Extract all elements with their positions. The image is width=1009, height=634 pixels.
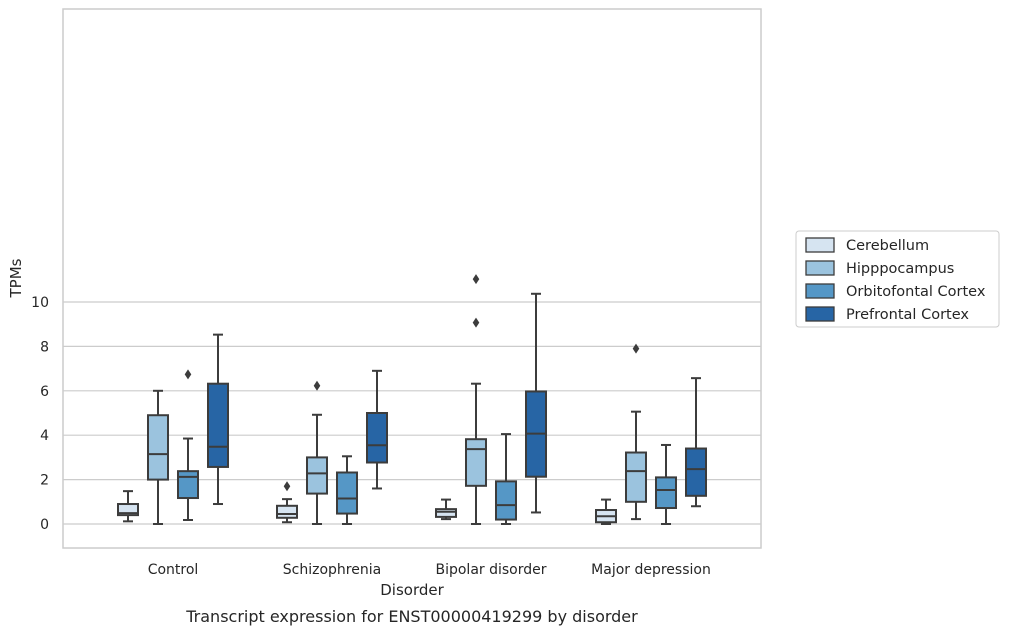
- y-tick-label: 2: [40, 473, 49, 489]
- box-orbitofontal-cortex: [177, 369, 199, 522]
- legend: Cerebellum Hipppocampus Orbitofontal Corte…: [795, 230, 1000, 328]
- box-hipppocampus: [306, 380, 328, 525]
- box-prefrontal-cortex: [525, 292, 547, 514]
- box-cerebellum: [595, 498, 617, 525]
- y-axis-label: TPMs: [7, 258, 25, 298]
- outlier-point: [472, 274, 480, 285]
- y-tick-label: 8: [40, 339, 49, 355]
- legend-entry-label: Cerebellum: [846, 238, 929, 254]
- box-prefrontal-cortex: [685, 377, 707, 508]
- box-body: [366, 412, 388, 464]
- y-tick-label: 4: [40, 428, 49, 444]
- box-body: [147, 414, 169, 481]
- box-body: [306, 456, 328, 495]
- y-tick-label: 0: [40, 517, 49, 533]
- box-hipppocampus: [465, 274, 487, 525]
- x-tick-label: Schizophrenia: [283, 562, 381, 578]
- box-body: [117, 503, 139, 517]
- outlier-point: [632, 343, 640, 354]
- box-hipppocampus: [147, 389, 169, 525]
- box-orbitofontal-cortex: [336, 455, 358, 525]
- legend-swatch: [805, 283, 835, 299]
- box-body: [465, 438, 487, 487]
- legend-swatch: [805, 260, 835, 276]
- box-body: [495, 480, 517, 521]
- box-prefrontal-cortex: [207, 333, 229, 506]
- legend-entry-label: Hipppocampus: [846, 261, 954, 277]
- y-tick-label: 10: [31, 295, 49, 311]
- box-hipppocampus: [625, 343, 647, 521]
- box-orbitofontal-cortex: [495, 433, 517, 525]
- box-body: [435, 508, 457, 518]
- x-tick-label: Control: [148, 562, 199, 578]
- plot-frame: [62, 8, 762, 549]
- legend-swatch: [805, 237, 835, 253]
- x-axis-ticks: Control Schizophrenia Bipolar disorder Majo…: [148, 562, 711, 578]
- y-tick-label: 6: [40, 384, 49, 400]
- y-axis-ticks: 0 2 4 6 8 10: [31, 295, 49, 533]
- outlier-point: [472, 317, 480, 328]
- boxes: [117, 274, 707, 525]
- box-cerebellum: [117, 490, 139, 523]
- x-tick-label: Bipolar disorder: [435, 562, 546, 578]
- box-body: [207, 382, 229, 468]
- box-body: [177, 470, 199, 500]
- legend-swatch: [805, 306, 835, 322]
- outlier-point: [313, 380, 321, 391]
- x-axis-label: Disorder: [380, 581, 444, 599]
- figure-caption: Transcript expression for ENST0000041929…: [185, 607, 638, 626]
- x-tick-label: Major depression: [591, 562, 711, 578]
- box-body: [336, 471, 358, 515]
- box-body: [685, 447, 707, 497]
- outlier-point: [283, 481, 291, 492]
- box-body: [655, 476, 677, 510]
- legend-frame: [795, 230, 1000, 328]
- outlier-point: [184, 369, 192, 380]
- box-cerebellum: [435, 498, 457, 521]
- box-body: [625, 451, 647, 503]
- box-body: [276, 504, 298, 519]
- box-prefrontal-cortex: [366, 369, 388, 490]
- legend-entry-label: Orbitofontal Cortex: [846, 284, 986, 300]
- box-cerebellum: [276, 481, 298, 524]
- box-orbitofontal-cortex: [655, 443, 677, 525]
- legend-entry-label: Prefrontal Cortex: [846, 307, 969, 323]
